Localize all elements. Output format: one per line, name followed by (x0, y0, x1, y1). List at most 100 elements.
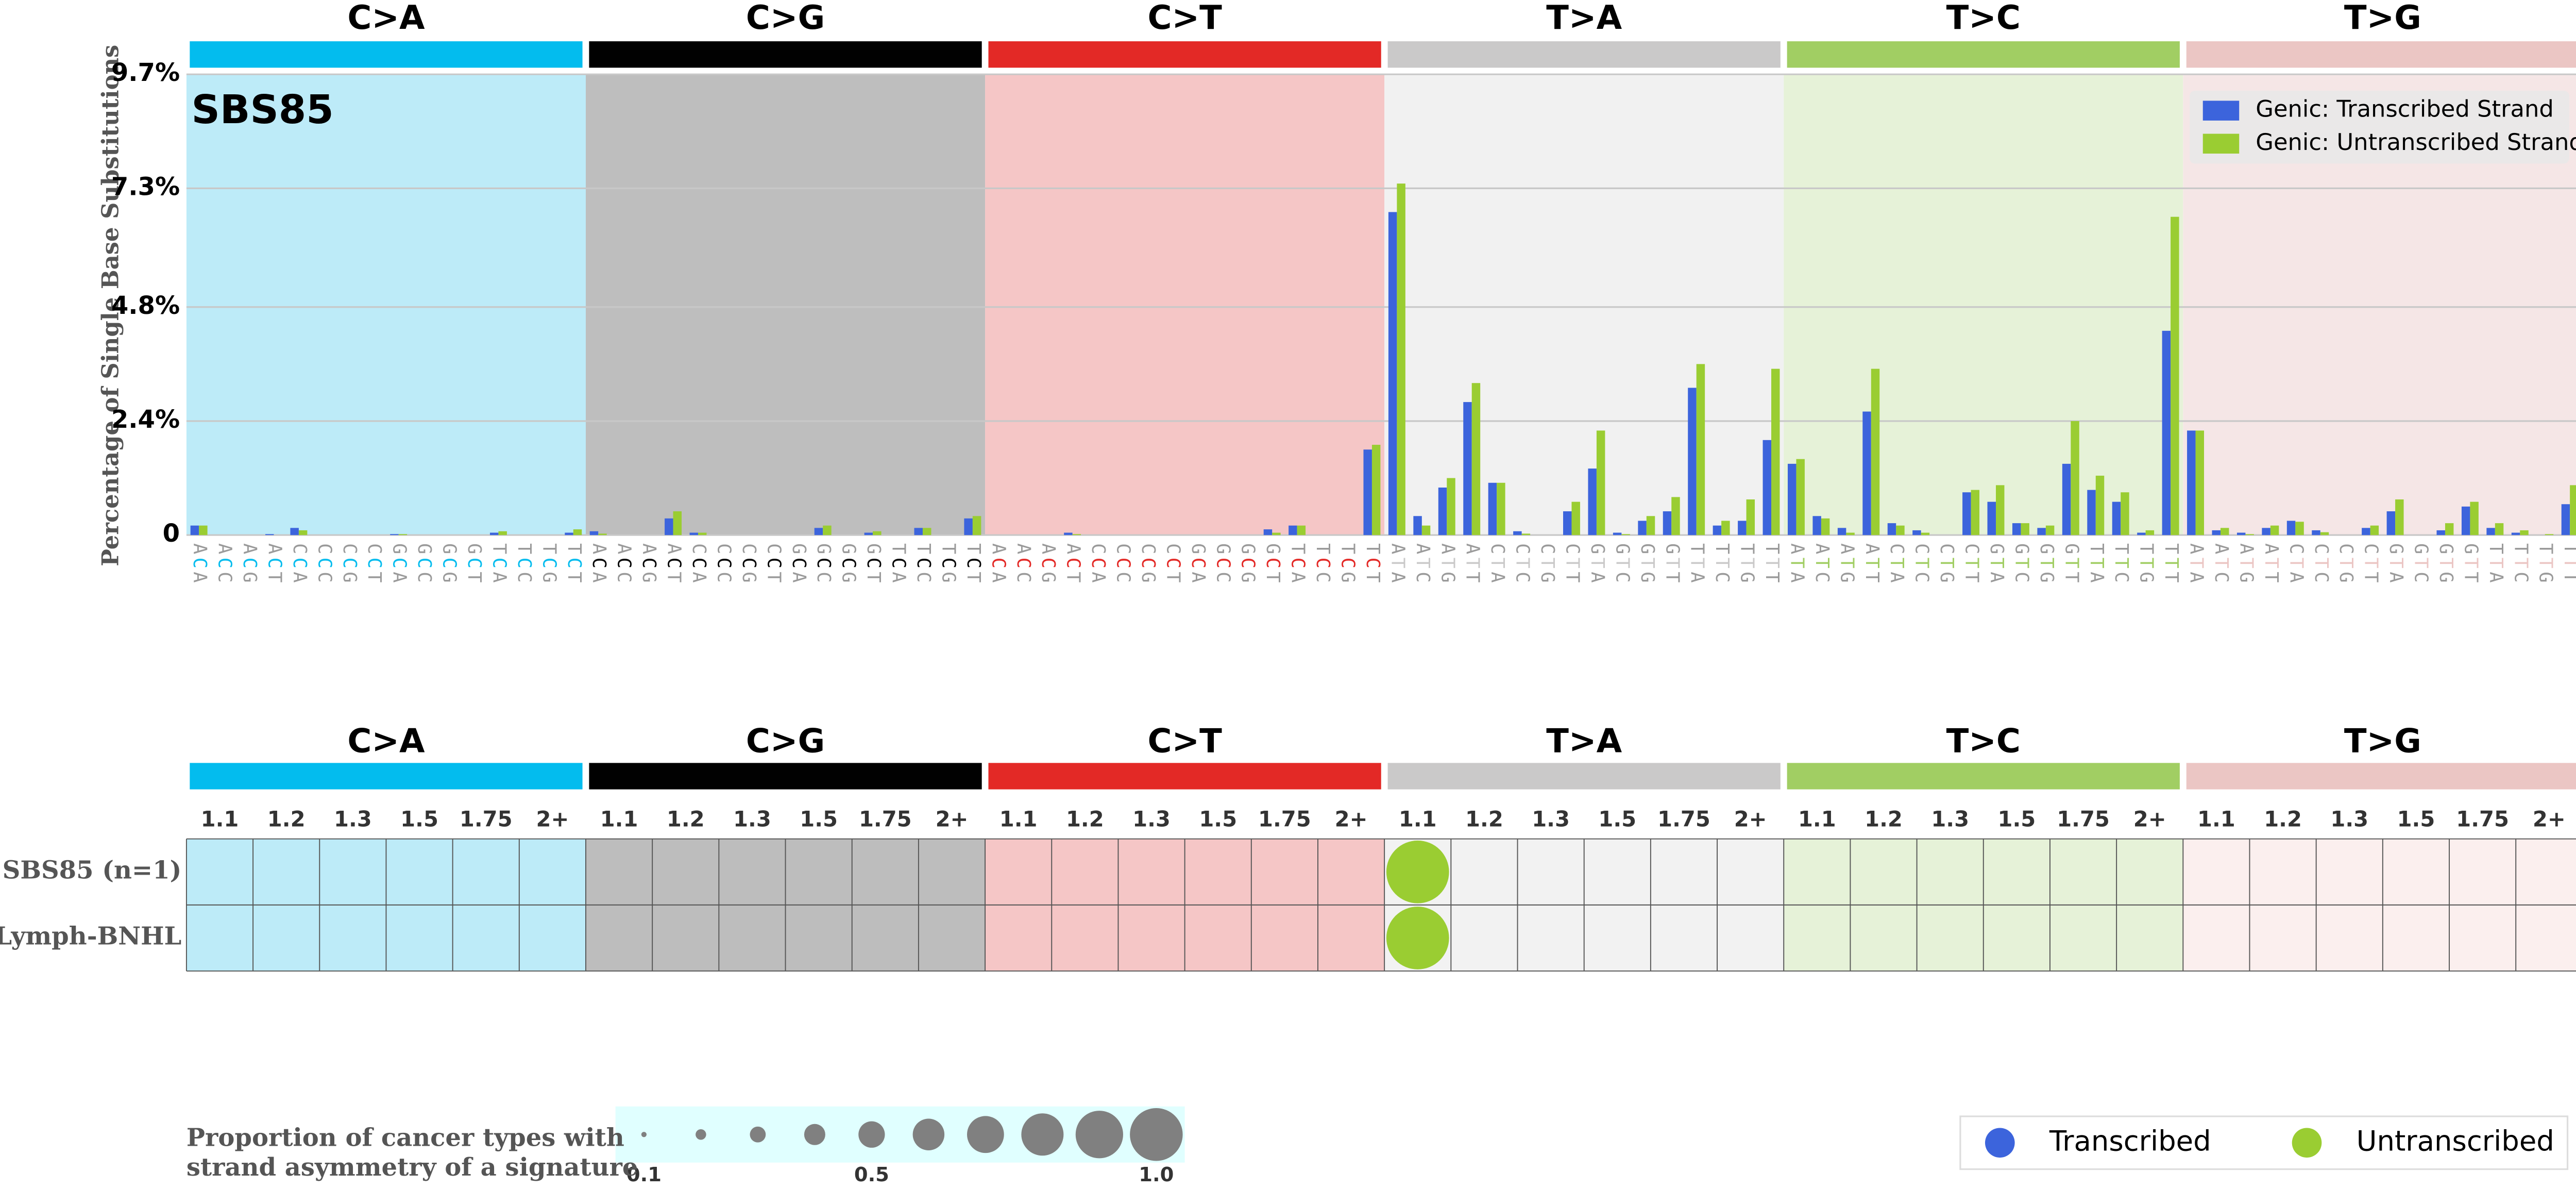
x-tick-label: GTA (1587, 543, 1608, 586)
column-label: 2+ (936, 806, 969, 831)
column-label: 2+ (1335, 806, 1368, 831)
bar (2270, 525, 2279, 535)
row-label: Lymph-BNHL (0, 922, 181, 950)
bar (2071, 421, 2079, 535)
group-label: C>A (347, 0, 425, 37)
x-tick-label: ATG (1437, 543, 1458, 586)
bar (2570, 485, 2576, 535)
group-background (585, 74, 986, 535)
group-header-bar (988, 763, 1381, 790)
bar (1397, 183, 1405, 535)
x-tick-label: CTG (2335, 543, 2357, 586)
x-tick-label: TTC (2111, 543, 2132, 586)
group-header-bar (589, 41, 982, 68)
bar (2320, 532, 2329, 535)
column-label: 1.1 (999, 806, 1038, 831)
bar (298, 530, 308, 535)
x-tick-label: ATT (2261, 543, 2282, 586)
x-tick-label: GCC (414, 543, 435, 586)
x-tick-label: GCT (1262, 543, 1283, 586)
x-tick-label: TTA (1687, 543, 1708, 586)
x-tick-label: CCT (364, 543, 385, 586)
x-tick-label: GCC (1212, 543, 1233, 586)
x-tick-label: TCC (514, 543, 535, 586)
x-tick-label: CTC (1911, 543, 1933, 586)
size-legend-title: strand asymmetry of a signature (187, 1153, 638, 1182)
bar (964, 518, 973, 535)
size-legend-tick: 0.5 (854, 1163, 889, 1186)
group-header-bar (1787, 41, 2180, 68)
bar (1289, 525, 1297, 535)
x-tick-label: ACG (638, 543, 659, 586)
bar (673, 511, 682, 535)
bar (1064, 532, 1073, 535)
x-tick-label: GTG (2036, 543, 2057, 586)
column-label: 1.75 (2456, 806, 2509, 831)
legend-label: Genic: Transcribed Strand (2256, 95, 2554, 123)
x-tick-label: ATT (1861, 543, 1883, 586)
size-legend-dot (1075, 1111, 1123, 1159)
x-tick-label: CCA (289, 543, 310, 586)
bar (1596, 430, 1605, 535)
bar (1746, 499, 1755, 535)
x-tick-label: CCG (339, 543, 360, 586)
y-tick-label: 2.4% (111, 405, 180, 434)
group-label: C>G (746, 0, 825, 37)
bar (1862, 411, 1871, 535)
column-label: 1.2 (2264, 806, 2302, 831)
x-tick-label: TCT (1362, 543, 1383, 586)
bar (2511, 532, 2520, 535)
bar (1447, 478, 1455, 535)
group-background (1784, 74, 2183, 535)
x-tick-label: CCG (1138, 543, 1159, 586)
bar (2012, 523, 2021, 535)
x-tick-label: TCG (938, 543, 959, 586)
column-label: 1.3 (1132, 806, 1171, 831)
bar (573, 529, 582, 535)
bar (1413, 516, 1422, 535)
column-label: 2+ (1734, 806, 1767, 831)
bar (199, 525, 208, 535)
x-tick-label: TTC (2510, 543, 2531, 586)
bar (1563, 511, 1572, 535)
legend-swatch (2202, 133, 2240, 154)
group-label: T>A (1546, 722, 1622, 760)
column-label: 1.5 (800, 806, 838, 831)
x-tick-label: GTT (2460, 543, 2481, 586)
x-tick-label: CTA (1886, 543, 1907, 586)
x-tick-label: TCT (564, 543, 585, 586)
x-tick-label: TTC (1711, 543, 1733, 586)
column-label: 1.2 (1865, 806, 1903, 831)
bar (190, 525, 199, 535)
bar (2171, 216, 2179, 535)
column-label: 1.2 (667, 806, 705, 831)
x-tick-label: GCT (464, 543, 485, 586)
bar (665, 518, 673, 535)
bar (2370, 525, 2379, 535)
x-tick-label: CTG (1537, 543, 1558, 586)
size-legend-title: Proportion of cancer types with (187, 1123, 624, 1152)
bar (398, 534, 408, 535)
column-label: 1.75 (859, 806, 912, 831)
x-tick-label: TCA (488, 543, 510, 586)
bar (2037, 528, 2046, 535)
bar (290, 528, 299, 535)
group-label: T>A (1546, 0, 1622, 37)
column-label: 1.2 (1066, 806, 1104, 831)
bar (1638, 521, 1647, 535)
x-tick-label: GCG (838, 543, 859, 586)
x-tick-label: CCG (738, 543, 759, 586)
bar (1571, 501, 1580, 535)
x-tick-label: GTT (2061, 543, 2082, 586)
bar (489, 532, 499, 535)
size-legend-dot (1021, 1113, 1064, 1156)
legend-box (2190, 91, 2569, 164)
bar (823, 525, 832, 535)
bar (864, 532, 873, 535)
bar (2395, 499, 2404, 535)
x-tick-label: TTG (2136, 543, 2157, 586)
x-tick-label: ATG (2235, 543, 2257, 586)
size-legend-dot (641, 1132, 647, 1137)
bar (1821, 518, 1830, 535)
x-tick-label: CTA (1487, 543, 1508, 586)
